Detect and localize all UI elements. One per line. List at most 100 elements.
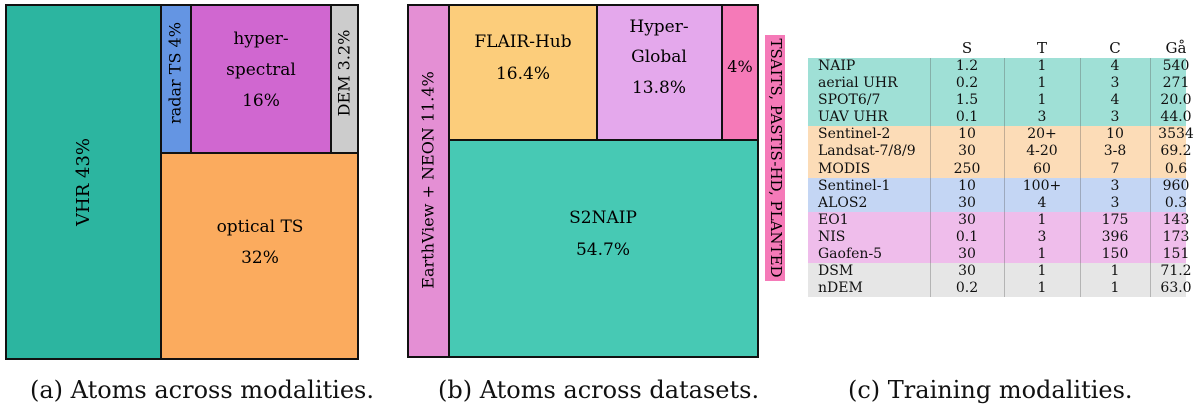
column-separator [930,109,931,127]
cell-name: ALOS2 [818,194,868,211]
cell-s: 1.5 [955,92,979,109]
cell-c: 1 [1110,280,1120,297]
cell-g: 20.0 [1160,92,1192,109]
tile-earthview-neon-label: EarthView + NEON 11.4% [419,71,438,288]
cell-s: 0.2 [955,280,979,297]
cell-g: 173 [1162,228,1190,245]
cell-g: 44.0 [1160,109,1192,126]
cell-c: 4 [1110,58,1120,74]
col-header-g: Gå [1165,39,1187,57]
tile-optical-ts-label: optical TS [217,217,304,237]
col-header-c: C [1109,39,1121,57]
column-separator [1004,143,1005,161]
table-row: Gaofen-5 30 1 150 151 [808,246,1189,264]
cell-name: MODIS [818,160,871,177]
cell-c: 10 [1106,126,1124,143]
cell-s: 30 [958,143,976,160]
column-separator [1150,246,1151,264]
column-separator [930,211,931,229]
cell-t: 3 [1037,228,1047,245]
column-separator [1004,58,1005,76]
cell-name: aerial UHR [818,75,898,92]
cell-g: 0.3 [1164,194,1188,211]
table-row: DSM 30 1 1 71.2 [808,263,1192,281]
cell-name: Sentinel-2 [818,126,891,143]
tile-s2naip [448,139,759,358]
cell-t: 4 [1037,194,1047,211]
treemap-modalities: VHR 43% radar TS 4% hyper- spectral 16% … [5,4,359,360]
column-separator [1004,263,1005,281]
column-separator [1150,160,1151,178]
cell-t: 1 [1037,92,1047,109]
side-label: TSAITS, PASTIS-HD, PLANTED [767,38,785,277]
column-separator [1080,143,1081,161]
cell-name: NIS [818,228,846,245]
column-separator [1004,177,1005,195]
cell-c: 3 [1110,75,1120,92]
table-row: Sentinel-1 10 100+ 3 960 [808,177,1189,195]
column-separator [1004,194,1005,212]
column-separator [930,58,931,76]
cell-t: 1 [1037,58,1047,74]
side-label-background [765,35,785,281]
column-separator [1004,109,1005,127]
cell-name: UAV UHR [818,109,888,126]
table-body: NAIP 1.2 1 4 540 aerial UHR 0.2 1 3 271 SPOT6/7 1.5… [808,58,1194,298]
column-separator [1150,211,1151,229]
tile-other-4pct-label: 4% [727,57,752,76]
column-separator [930,92,931,110]
cell-g: 540 [1162,58,1190,74]
cell-c: 3 [1110,177,1120,194]
column-separator [930,126,931,144]
column-separator [1080,92,1081,110]
column-separator [930,160,931,178]
caption-b: (b) Atoms across datasets. [438,376,760,404]
caption-c: (c) Training modalities. [848,376,1133,404]
table-row: ALOS2 30 4 3 0.3 [808,194,1187,212]
column-separator [930,280,931,298]
cell-name: Landsat-7/8/9 [818,143,916,160]
tile-flair-hub-label: FLAIR-Hub [474,32,571,52]
cell-t: 4-20 [1026,143,1058,160]
column-separator [1150,143,1151,161]
cell-c: 396 [1101,228,1129,245]
cell-name: EO1 [818,211,849,228]
column-separator [930,246,931,264]
tile-vhr-label: VHR 43% [73,138,94,227]
cell-c: 3 [1110,194,1120,211]
column-separator [1150,58,1151,76]
column-separator [1150,92,1151,110]
cell-g: 960 [1162,177,1190,194]
cell-c: 3 [1110,109,1120,126]
tile-optical-ts-value: 32% [241,248,279,268]
cell-name: SPOT6/7 [818,92,881,109]
column-separator [1150,263,1151,281]
table-row: Landsat-7/8/9 30 4-20 3-8 69.2 [808,143,1192,161]
column-separator [1150,177,1151,195]
cell-t: 1 [1037,246,1047,263]
cell-t: 1 [1037,280,1047,297]
table-row: SPOT6/7 1.5 1 4 20.0 [808,92,1192,110]
column-separator [1004,75,1005,93]
column-separator [1080,58,1081,76]
tile-flair-hub-value: 16.4% [496,64,550,84]
table-row: Sentinel-2 10 20+ 10 3534 [808,126,1194,144]
tile-hyper-global-value: 13.8% [632,78,686,98]
cell-g: 3534 [1158,126,1194,143]
cell-g: 69.2 [1160,143,1192,160]
cell-t: 1 [1037,211,1047,228]
column-separator [1004,246,1005,264]
cell-s: 30 [958,263,976,280]
column-separator [930,143,931,161]
cell-s: 10 [958,177,976,194]
tile-hyperspectral [190,4,332,154]
tile-radar-ts-label: radar TS 4% [166,22,185,124]
cell-s: 30 [958,194,976,211]
treemap-datasets: EarthView + NEON 11.4% FLAIR-Hub 16.4% H… [407,4,785,358]
cell-t: 1 [1037,75,1047,92]
cell-g: 143 [1162,211,1190,228]
column-separator [1150,280,1151,298]
cell-s: 30 [958,211,976,228]
column-separator [930,228,931,247]
column-separator [1080,228,1081,247]
